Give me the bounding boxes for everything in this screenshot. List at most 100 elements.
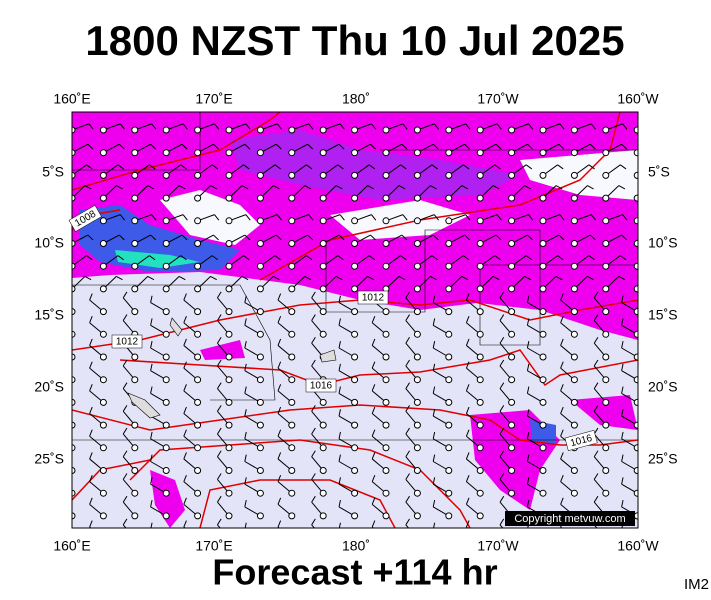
barb-station (132, 536, 138, 542)
barb-station (539, 489, 547, 497)
barb-flag (338, 363, 341, 371)
barb-flag (89, 338, 93, 346)
barb-station (99, 171, 107, 179)
barb-flag (621, 499, 624, 508)
barb-flag (524, 185, 531, 190)
barb-station (445, 489, 453, 497)
barb-station (72, 376, 76, 384)
lon-label: 160˚E (53, 91, 90, 107)
barb-flag (496, 123, 502, 130)
barb-station (633, 421, 638, 429)
barb-flag (277, 452, 282, 460)
barb-flag (560, 316, 564, 323)
barb-flag (180, 255, 187, 261)
barb-flag (119, 214, 126, 221)
barb-station (225, 489, 233, 497)
barb-station (225, 285, 233, 293)
barb-flag (405, 337, 410, 344)
barb-flag (430, 185, 437, 190)
barb-flag (211, 164, 219, 170)
barb-station (162, 489, 170, 497)
barb-staff (72, 401, 73, 403)
barb-station (570, 330, 578, 338)
barb-flag (150, 386, 153, 394)
barb-flag (371, 361, 376, 369)
barb-station (508, 467, 516, 474)
barb-station (351, 353, 359, 361)
barb-station (540, 536, 546, 542)
barb-station (288, 512, 296, 520)
barb-station (413, 376, 421, 384)
barb-flag (371, 123, 377, 130)
barb-station (382, 330, 390, 338)
barb-station (288, 217, 296, 225)
barb-flag (183, 452, 187, 460)
barb-station (476, 285, 484, 293)
barb-station (413, 194, 421, 202)
barb-flag (400, 255, 407, 261)
barb-flag (621, 409, 624, 417)
barb-staff (593, 524, 598, 528)
barb-station (320, 536, 326, 542)
dry-gap (160, 190, 260, 245)
barb-flag (244, 143, 251, 150)
barb-station (508, 240, 516, 247)
barb-station (570, 149, 578, 157)
barb-flag (217, 405, 222, 412)
barb-flag (244, 363, 247, 371)
lat-label: 15˚S (648, 307, 678, 323)
barb-station (72, 330, 76, 338)
barb-flag (465, 214, 471, 221)
barb-station (633, 444, 638, 452)
barb-flag (401, 143, 408, 150)
barb-station (445, 217, 453, 225)
barb-flag (433, 214, 440, 221)
barb-station (602, 262, 610, 270)
barb-staff (636, 196, 638, 199)
barb-flag (338, 522, 341, 528)
barb-flag (405, 495, 410, 503)
lat-label: 10˚S (34, 235, 64, 251)
barb-flag (56, 409, 57, 416)
barb-station (633, 398, 638, 406)
barb-station (162, 330, 170, 338)
barb-station (603, 536, 609, 542)
barb-station (131, 285, 139, 293)
barb-flag (650, 186, 656, 189)
isobar (72, 112, 281, 191)
barb-flag (621, 341, 624, 349)
barb-station (539, 330, 547, 338)
barb-station (72, 489, 76, 497)
lat-label: 5˚S (42, 164, 64, 180)
isobar-label: 1012 (116, 337, 139, 348)
barb-staff (277, 526, 280, 528)
barb-station (319, 512, 327, 520)
barb-station (539, 240, 547, 247)
barb-station (382, 421, 390, 429)
barb-station (131, 512, 139, 520)
barb-station (256, 240, 264, 247)
barb-flag (526, 454, 530, 462)
barb-station (476, 421, 484, 429)
label-box (357, 290, 389, 305)
barb-station (508, 217, 516, 225)
barb-flag (526, 431, 530, 439)
barb-flag (277, 497, 282, 505)
barb-station (99, 194, 107, 202)
barb-station (633, 308, 638, 316)
barb-station (72, 149, 76, 157)
barb-flag (244, 234, 251, 241)
barb-flag (150, 234, 157, 241)
barb-flag (590, 214, 597, 221)
barb-flag (338, 341, 341, 349)
barb-flag (587, 275, 594, 281)
barb-station (99, 240, 107, 247)
barb-station (72, 308, 76, 316)
barb-flag (150, 295, 153, 303)
barb-flag (183, 338, 187, 346)
barb-station (508, 194, 516, 202)
barb-flag (431, 255, 438, 261)
barb-flag (182, 214, 188, 221)
barb-station (256, 421, 264, 429)
barb-flag (371, 429, 376, 437)
